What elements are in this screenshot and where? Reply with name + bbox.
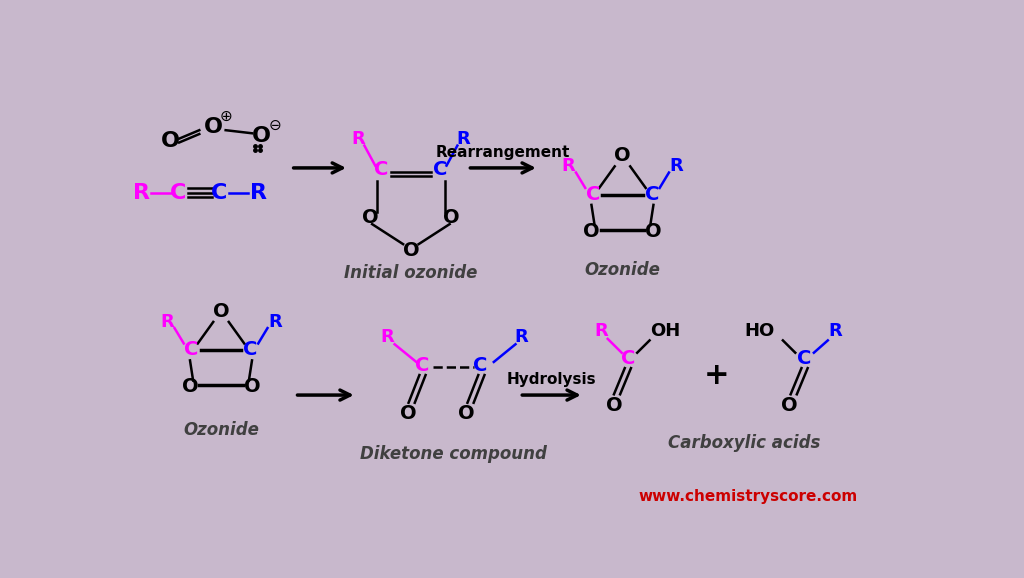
Text: C: C	[244, 340, 258, 359]
Text: R: R	[133, 183, 151, 202]
Text: R: R	[381, 328, 394, 346]
Text: O: O	[645, 221, 662, 240]
Text: O: O	[402, 241, 419, 260]
Text: R: R	[160, 313, 174, 331]
Text: www.chemistryscore.com: www.chemistryscore.com	[638, 489, 858, 504]
Text: C: C	[184, 340, 199, 359]
Text: Hydrolysis: Hydrolysis	[506, 372, 596, 387]
Text: R: R	[594, 322, 607, 340]
Text: C: C	[374, 160, 389, 179]
Text: O: O	[181, 377, 199, 396]
Text: Diketone compound: Diketone compound	[360, 446, 547, 464]
Text: O: O	[442, 209, 460, 228]
Text: C: C	[170, 183, 186, 202]
Text: R: R	[515, 328, 528, 346]
Text: O: O	[213, 302, 229, 321]
Text: ⊕: ⊕	[219, 109, 232, 124]
Text: +: +	[705, 361, 730, 390]
Text: C: C	[416, 356, 430, 375]
Text: R: R	[828, 322, 843, 340]
Text: R: R	[670, 157, 684, 175]
Text: O: O	[362, 209, 379, 228]
Text: Initial ozonide: Initial ozonide	[344, 264, 477, 283]
Text: O: O	[614, 146, 631, 165]
Text: O: O	[458, 404, 474, 423]
Text: HO: HO	[744, 322, 775, 340]
Text: O: O	[605, 395, 623, 414]
Text: Rearrangement: Rearrangement	[436, 145, 570, 160]
Text: C: C	[586, 184, 600, 203]
Text: C: C	[433, 160, 447, 179]
Text: R: R	[250, 183, 266, 202]
Text: O: O	[244, 377, 260, 396]
Text: R: R	[268, 313, 283, 331]
Text: C: C	[473, 356, 487, 375]
Text: R: R	[351, 129, 365, 147]
Text: R: R	[561, 157, 575, 175]
Text: OH: OH	[650, 322, 680, 340]
Text: O: O	[204, 117, 223, 137]
Text: Ozonide: Ozonide	[183, 421, 259, 439]
Text: O: O	[583, 221, 600, 240]
Text: O: O	[400, 404, 417, 423]
Text: ⊖: ⊖	[269, 118, 282, 133]
Text: O: O	[252, 127, 270, 146]
Text: Carboxylic acids: Carboxylic acids	[668, 434, 820, 452]
Text: O: O	[161, 131, 180, 151]
Text: C: C	[645, 184, 659, 203]
Text: C: C	[798, 349, 812, 368]
Text: Ozonide: Ozonide	[585, 261, 660, 279]
Text: R: R	[457, 129, 470, 147]
Text: O: O	[780, 395, 798, 414]
Text: C: C	[621, 349, 635, 368]
Text: C: C	[211, 183, 227, 202]
